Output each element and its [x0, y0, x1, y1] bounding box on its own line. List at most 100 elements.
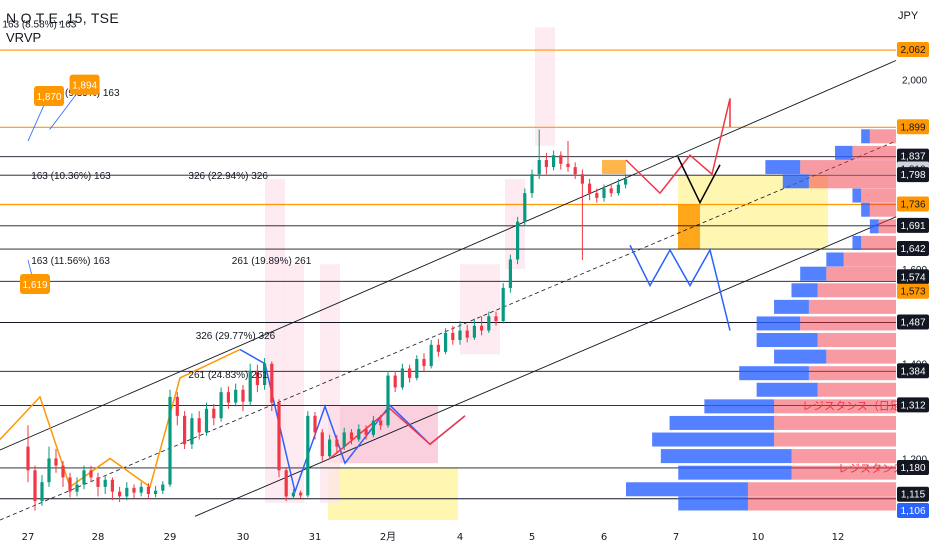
candle-body-4: [54, 458, 58, 466]
candle-body-49: [379, 420, 383, 426]
volume-profile-down-20: [791, 449, 896, 464]
x-tick-7: 5: [529, 532, 535, 543]
price-label-box-1: [897, 119, 929, 135]
price-label-box-6: [897, 217, 929, 233]
volume-profile-up-0: [861, 129, 870, 144]
x-tick-5: 2月: [380, 531, 396, 543]
volume-profile-up-2: [765, 160, 801, 175]
price-label-box-2: [897, 148, 929, 164]
volume-profile-down-23: [747, 496, 896, 511]
volume-profile-up-13: [756, 333, 818, 348]
measurement-label-0: 163 (8.58%) 163: [2, 19, 76, 30]
candle-body-24: [197, 418, 201, 433]
price-label-13: 1,180: [900, 463, 925, 474]
candle-body-39: [306, 415, 310, 496]
candle-body-31: [248, 370, 252, 402]
candle-body-66: [501, 287, 505, 322]
measurement-label-4: 326 (22.94%) 326: [188, 171, 268, 182]
volume-profile-down-0: [869, 129, 896, 144]
candle-body-20: [168, 396, 172, 485]
channel-line-mid: [0, 140, 897, 521]
candle-body-65: [494, 316, 498, 322]
candle-body-5: [61, 465, 65, 478]
price-label-6: 1,691: [900, 221, 925, 232]
price-label-box-11: [897, 363, 929, 379]
volume-profile-down-5: [869, 202, 896, 217]
candle-body-74: [559, 155, 563, 164]
volume-profile-down-13: [817, 333, 896, 348]
volume-profile-down-3: [808, 174, 896, 189]
price-label-2: 1,837: [900, 152, 925, 163]
candle-body-70: [530, 174, 534, 194]
volume-profile-down-22: [747, 482, 896, 497]
candle-body-69: [523, 193, 527, 222]
candle-body-61: [465, 330, 469, 338]
volume-profile-down-4: [861, 188, 896, 203]
candle-body-6: [68, 477, 72, 492]
volume-profile-down-15: [808, 366, 896, 381]
candle-body-9: [89, 470, 93, 478]
annotation-1: レジスタンス: [838, 462, 904, 475]
candle-body-43: [335, 439, 339, 447]
symbol-title: N O T E, 15, TSE: [6, 10, 119, 26]
price-label-1: 1,899: [900, 122, 925, 133]
price-label-box-13: [897, 459, 929, 475]
measure-column-2: [320, 264, 340, 504]
price-label-5: 1,736: [900, 200, 925, 211]
price-label-box-12: [897, 397, 929, 413]
volume-profile-up-5: [861, 202, 870, 217]
candle-body-78: [588, 183, 592, 194]
candle-body-13: [118, 491, 122, 497]
measurement-label-5: 261 (19.89%) 261: [232, 256, 312, 267]
callout-label-1: 1,870: [36, 92, 61, 103]
candle-body-53: [408, 368, 412, 378]
candle-body-7: [75, 484, 79, 492]
projection-path-5: [629, 244, 731, 331]
price-label-box-7: [897, 241, 929, 257]
candle-body-57: [436, 344, 440, 352]
channel-line-upper: [0, 60, 897, 451]
candle-body-42: [328, 439, 332, 457]
candle-body-50: [386, 375, 390, 426]
currency-label[interactable]: JPY: [898, 10, 919, 22]
candle-body-26: [212, 408, 216, 419]
candle-body-33: [263, 363, 267, 386]
x-tick-4: 31: [309, 532, 322, 543]
volume-profile-up-21: [678, 465, 792, 480]
candle-body-80: [602, 188, 606, 198]
candle-body-76: [573, 167, 577, 175]
x-tick-6: 4: [457, 532, 463, 543]
candle-body-60: [458, 330, 462, 341]
volume-profile-up-15: [739, 366, 809, 381]
volume-profile-up-6: [869, 219, 879, 234]
candle-body-18: [154, 490, 158, 495]
indicator-label: VRVP: [6, 30, 42, 45]
volume-profile-up-10: [791, 283, 818, 298]
callout-box-1: [34, 86, 64, 107]
volume-profile-down-17: [774, 399, 896, 414]
candle-body-72: [544, 159, 548, 168]
price-label-9: 1,573: [900, 287, 925, 298]
candle-body-23: [190, 418, 194, 445]
candle-body-79: [595, 193, 599, 198]
projection-path-4: [677, 156, 721, 205]
measure-column-3: [460, 264, 480, 355]
candle-body-2: [40, 482, 44, 502]
candle-body-52: [400, 368, 404, 388]
price-label-box-9: [897, 283, 929, 299]
price-label-15: 1,106: [900, 506, 925, 517]
yellow-zone-lower: [328, 467, 458, 521]
volume-profile-down-16: [817, 382, 896, 397]
orange-zone-small: [602, 159, 626, 174]
candle-body-58: [444, 332, 448, 352]
volume-profile-up-14: [774, 349, 827, 364]
candle-body-35: [277, 402, 281, 471]
price-label-box-4: [897, 167, 929, 183]
price-label-4: 1,798: [900, 170, 925, 181]
channel-line-lower: [194, 216, 897, 517]
measurement-label-7: 261 (24.83%) 261: [188, 370, 268, 381]
candle-body-75: [566, 163, 570, 168]
orange-zone-block: [678, 204, 700, 250]
